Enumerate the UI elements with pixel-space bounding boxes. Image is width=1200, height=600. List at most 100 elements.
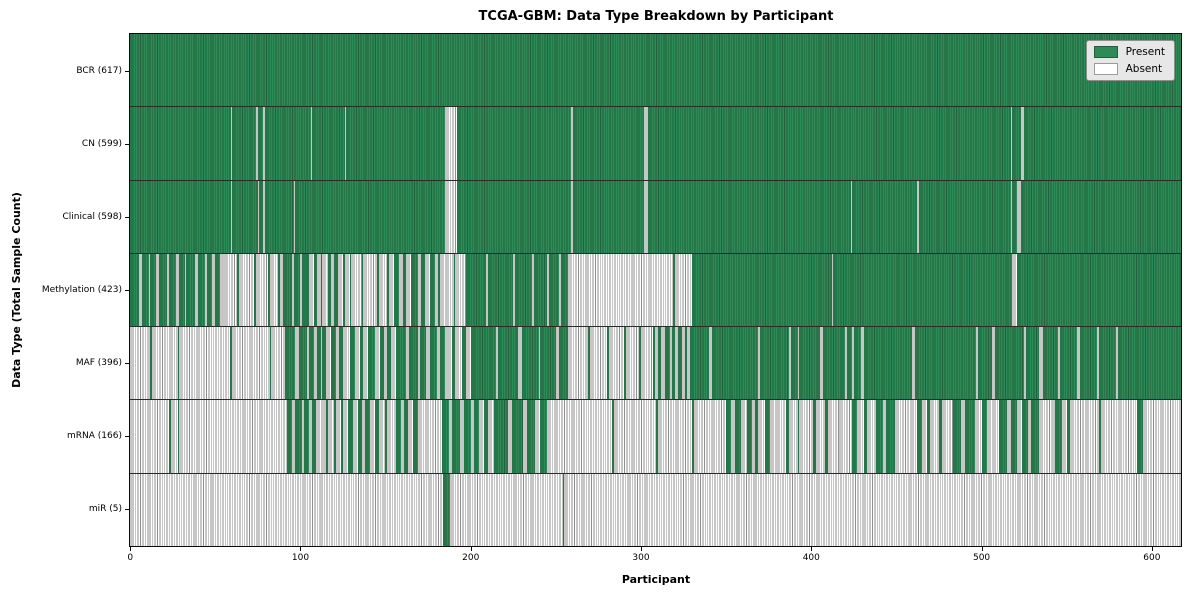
present-run <box>1117 327 1181 400</box>
absent-run <box>554 400 612 473</box>
present-run <box>264 180 294 253</box>
present-run <box>1010 400 1018 473</box>
present-run <box>664 327 670 400</box>
present-run <box>790 327 798 400</box>
present-run <box>588 327 590 400</box>
present-run <box>1080 327 1098 400</box>
absent-run <box>262 107 265 180</box>
present-run <box>237 253 239 327</box>
present-run <box>685 327 687 400</box>
absent-run <box>455 253 466 327</box>
absent-run <box>751 400 756 473</box>
absent-run <box>1076 327 1081 400</box>
present-run <box>540 327 556 400</box>
present-run <box>179 253 185 327</box>
present-run <box>824 400 829 473</box>
absent-run <box>857 400 865 473</box>
present-run <box>511 400 524 473</box>
absent-run <box>336 400 342 473</box>
present-run <box>1099 327 1117 400</box>
absent-run <box>613 400 657 473</box>
present-run <box>330 327 337 400</box>
present-run <box>457 180 572 253</box>
present-run <box>312 107 345 180</box>
present-run <box>1066 400 1071 473</box>
present-run <box>1042 327 1059 400</box>
present-run <box>540 400 548 473</box>
matrix-row-miR <box>130 473 1181 546</box>
absent-run <box>661 327 665 400</box>
absent-run <box>571 107 573 180</box>
absent-run <box>361 400 366 473</box>
present-run <box>419 327 427 400</box>
present-run <box>712 327 759 400</box>
absent-run <box>155 253 159 327</box>
present-run <box>393 253 400 327</box>
legend-swatch-present <box>1093 46 1118 58</box>
present-run <box>177 327 180 400</box>
absent-run <box>845 327 848 400</box>
present-run <box>141 253 149 327</box>
present-run <box>484 400 488 473</box>
absent-run <box>1097 327 1100 400</box>
plot-area: Present Absent <box>129 33 1182 547</box>
absent-run <box>291 253 294 327</box>
absent-run <box>976 327 979 400</box>
present-run <box>409 327 418 400</box>
xtick-mark <box>470 547 472 551</box>
present-run <box>797 400 800 473</box>
matrix-row-Methylation <box>130 253 1181 328</box>
present-run <box>521 327 539 400</box>
present-run <box>875 400 883 473</box>
ytick-label-mRNA: mRNA (166) <box>67 431 122 442</box>
absent-run <box>130 473 444 546</box>
present-run <box>322 327 326 400</box>
present-run <box>474 400 480 473</box>
present-run <box>1012 107 1021 180</box>
present-run <box>348 400 350 473</box>
absent-run <box>405 253 412 327</box>
absent-run <box>1100 400 1137 473</box>
absent-run <box>204 253 207 327</box>
absent-run <box>269 253 279 327</box>
present-run <box>462 327 466 400</box>
present-run <box>487 253 514 327</box>
absent-run <box>417 253 422 327</box>
absent-run <box>302 400 304 473</box>
absent-run <box>375 327 381 400</box>
present-run <box>1099 400 1101 473</box>
absent-run <box>300 253 303 327</box>
absent-run <box>342 327 350 400</box>
present-run <box>295 180 446 253</box>
present-run <box>312 400 316 473</box>
absent-run <box>555 327 560 400</box>
present-run <box>886 400 895 473</box>
present-run <box>254 253 257 327</box>
ytick-mark <box>125 216 129 218</box>
absent-run <box>184 253 187 327</box>
xtick-mark <box>641 547 643 551</box>
absent-run <box>417 400 425 473</box>
ytick-label-CN: CN (599) <box>81 138 122 149</box>
present-run <box>257 107 263 180</box>
absent-run <box>388 253 394 327</box>
present-run <box>334 253 338 327</box>
present-run <box>215 253 221 327</box>
absent-run <box>816 400 825 473</box>
absent-run <box>709 327 713 400</box>
absent-run <box>1024 327 1026 400</box>
present-run <box>387 327 391 400</box>
legend-label: Absent <box>1125 63 1163 75</box>
absent-run <box>1007 400 1011 473</box>
absent-run <box>758 327 761 400</box>
present-run <box>293 253 301 327</box>
present-run <box>439 327 446 400</box>
absent-run <box>775 400 786 473</box>
absent-run <box>654 327 658 400</box>
absent-run <box>279 253 284 327</box>
present-run <box>380 327 384 400</box>
absent-run <box>852 327 854 400</box>
absent-run <box>741 400 747 473</box>
absent-run <box>669 327 672 400</box>
